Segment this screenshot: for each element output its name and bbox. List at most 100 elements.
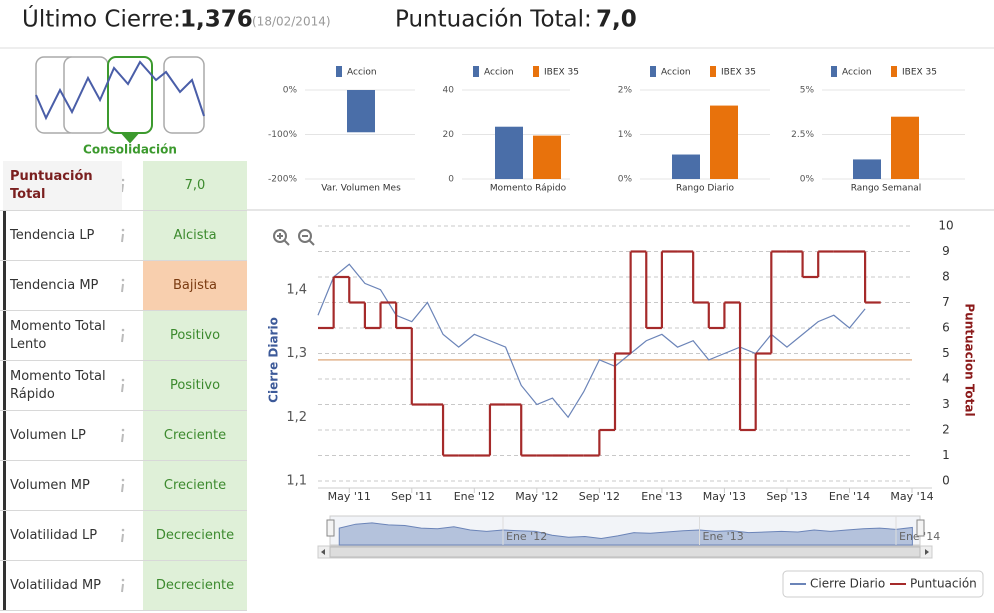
row-label: Volatilidad MP bbox=[3, 561, 122, 610]
y-tick-label: 1,2 bbox=[286, 410, 307, 425]
x-tick-label: Ene '14 bbox=[829, 490, 870, 503]
row-label: Volatilidad LP bbox=[3, 511, 122, 560]
navigator-handle bbox=[916, 519, 925, 537]
y2-tick-label: 0 bbox=[942, 474, 950, 488]
table-row: Tendencia LP Alcista bbox=[0, 211, 247, 261]
legend-label: Accion bbox=[842, 68, 872, 78]
y-tick-label: 1,1 bbox=[286, 474, 307, 489]
bar bbox=[891, 116, 919, 179]
info-dot bbox=[121, 378, 125, 382]
info-icon bbox=[121, 278, 125, 293]
row-label: Momento Total Rápido bbox=[3, 361, 122, 410]
info-dot bbox=[121, 328, 125, 332]
y-tick-label: 20 bbox=[443, 130, 455, 140]
y-tick-label: 1% bbox=[618, 130, 633, 140]
zoom-in[interactable] bbox=[273, 229, 290, 246]
legend-swatch bbox=[336, 66, 342, 77]
legend-label: Accion bbox=[484, 68, 514, 78]
row-label: Puntuación Total bbox=[3, 161, 122, 210]
header-value: 7,0 bbox=[596, 7, 637, 33]
info-stem bbox=[121, 433, 124, 443]
y2-axis-title: Puntuacion Total bbox=[963, 303, 977, 416]
row-label: Volumen LP bbox=[3, 411, 122, 460]
y2-tick-label: 3 bbox=[942, 397, 950, 411]
header-label: Puntuación Total: bbox=[395, 7, 592, 33]
info-icon bbox=[121, 428, 125, 443]
x-tick-label: May '12 bbox=[515, 490, 558, 503]
y-tick-label: 1,4 bbox=[286, 282, 307, 297]
navigator-label: Ene '13 bbox=[703, 530, 744, 543]
info-dot bbox=[121, 228, 125, 232]
info-icon bbox=[121, 178, 125, 193]
row-label: Volumen MP bbox=[3, 461, 122, 510]
info-dot bbox=[121, 178, 125, 182]
legend-label: Accion bbox=[347, 68, 377, 78]
y-tick-label: 0% bbox=[800, 175, 815, 185]
y-tick-label: 40 bbox=[443, 86, 455, 96]
info-dot bbox=[121, 428, 125, 432]
y-tick-label: 0 bbox=[448, 175, 454, 185]
row-value: Bajista bbox=[143, 261, 247, 310]
info-icon bbox=[121, 578, 125, 593]
table-row: Volumen MP Creciente bbox=[0, 461, 247, 511]
y-tick-label: -100% bbox=[268, 130, 297, 140]
pattern-label: Consolidación bbox=[83, 143, 177, 157]
info-dot bbox=[121, 528, 125, 532]
y-tick-label: 2.5% bbox=[791, 130, 814, 140]
header-value: 1,376 bbox=[180, 7, 253, 33]
y2-tick-label: 2 bbox=[942, 423, 950, 437]
info-icon bbox=[121, 378, 125, 393]
row-label: Momento Total Lento bbox=[3, 311, 122, 360]
x-tick-label: Sep '11 bbox=[391, 490, 432, 503]
info-stem bbox=[121, 183, 124, 193]
row-value: Decreciente bbox=[143, 561, 247, 610]
table-row: Volatilidad MP Decreciente bbox=[0, 561, 247, 611]
info-icon bbox=[121, 478, 125, 493]
y-tick-label: 0% bbox=[618, 175, 633, 185]
table-row: Volumen LP Creciente bbox=[0, 411, 247, 461]
y-tick-label: 5% bbox=[800, 86, 815, 96]
y-tick-label: 0% bbox=[283, 86, 298, 96]
x-tick-label: Rango Diario bbox=[676, 184, 735, 194]
bar bbox=[347, 90, 375, 133]
row-value: Decreciente bbox=[143, 511, 247, 560]
x-tick-label: Ene '12 bbox=[454, 490, 495, 503]
bar bbox=[853, 159, 881, 179]
info-stem bbox=[121, 233, 124, 243]
legend-swatch bbox=[473, 66, 479, 77]
info-dot bbox=[121, 578, 125, 582]
header-date: (18/02/2014) bbox=[252, 15, 331, 29]
y2-tick-label: 8 bbox=[942, 270, 950, 284]
x-tick-label: Sep '13 bbox=[766, 490, 807, 503]
info-stem bbox=[121, 283, 124, 293]
navigator-label: Ene '12 bbox=[506, 530, 547, 543]
y-axis-title: Cierre Diario bbox=[267, 317, 281, 403]
legend-label: Cierre Diario bbox=[810, 577, 885, 591]
row-value: Positivo bbox=[143, 311, 247, 360]
info-dot bbox=[121, 478, 125, 482]
row-value: Creciente bbox=[143, 411, 247, 460]
row-label: Tendencia LP bbox=[3, 211, 122, 260]
y-tick-label: 1,3 bbox=[286, 346, 307, 361]
legend-label: IBEX 35 bbox=[721, 68, 756, 78]
legend-swatch bbox=[710, 66, 716, 77]
legend-swatch bbox=[891, 66, 897, 77]
info-stem bbox=[121, 583, 124, 593]
legend-swatch bbox=[533, 66, 539, 77]
info-icon bbox=[121, 228, 125, 243]
x-tick-label: Sep '12 bbox=[579, 490, 620, 503]
legend-swatch bbox=[650, 66, 656, 77]
x-tick-label: May '11 bbox=[328, 490, 371, 503]
zoom-out[interactable] bbox=[298, 229, 315, 246]
scrollbar[interactable] bbox=[317, 545, 933, 559]
x-tick-label: May '13 bbox=[703, 490, 746, 503]
navigator-handle bbox=[326, 519, 335, 537]
legend-box bbox=[782, 570, 984, 598]
x-tick-label: May '14 bbox=[890, 490, 933, 503]
y-tick-label: 2% bbox=[618, 86, 633, 96]
info-stem bbox=[121, 483, 124, 493]
info-icon bbox=[121, 528, 125, 543]
x-tick-label: Var. Volumen Mes bbox=[321, 184, 401, 194]
